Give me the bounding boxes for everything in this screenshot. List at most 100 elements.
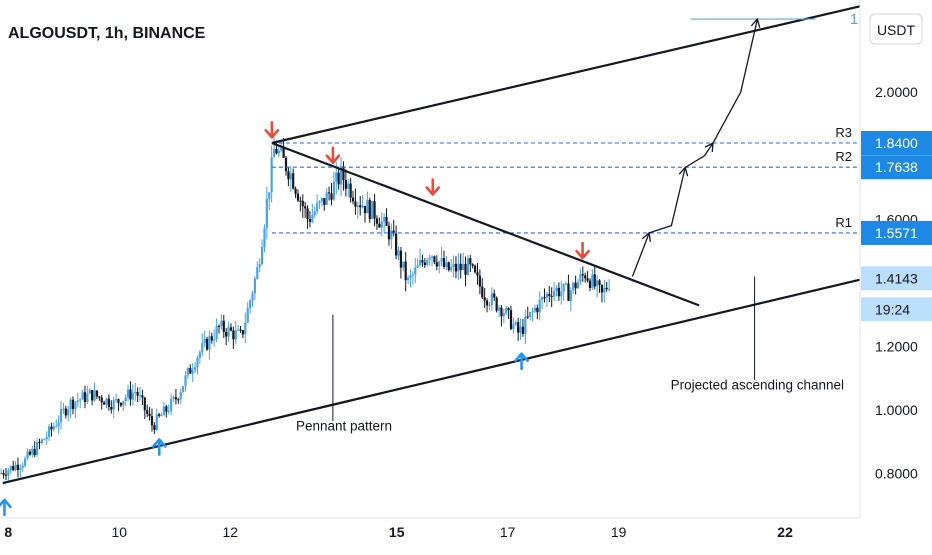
candle-body <box>366 200 369 214</box>
candle-body <box>260 246 264 265</box>
candle-body <box>43 439 46 441</box>
candle-body <box>162 406 166 416</box>
trendline-upper-channel <box>271 5 861 145</box>
candle-body <box>414 267 417 275</box>
candle-body <box>584 275 587 279</box>
trendlines-layer <box>2 5 861 485</box>
candle-body <box>93 390 96 401</box>
candle-body <box>167 411 170 413</box>
candle-body <box>426 259 429 266</box>
candle-body <box>299 200 302 202</box>
candle-body <box>318 201 321 204</box>
candle-body <box>119 402 122 406</box>
candle-body <box>574 282 577 289</box>
candle-body <box>395 233 398 256</box>
candle-body <box>311 215 314 222</box>
candle-body <box>184 375 187 387</box>
candle-body <box>62 408 65 410</box>
candle-body <box>476 272 479 276</box>
candle-body <box>138 395 142 397</box>
down-arrow-icon-0 <box>264 120 280 139</box>
candle-body <box>445 262 448 268</box>
scale-marker: 1 <box>850 11 858 28</box>
time-axis-ticks[interactable]: 8 10 12 15 17 19 22 <box>4 524 793 540</box>
candle-body <box>603 287 606 293</box>
candle-body <box>301 200 304 207</box>
candle-body <box>406 277 410 281</box>
candle-body <box>263 228 266 247</box>
candle-body <box>234 330 237 340</box>
currency-button-frame[interactable] <box>869 13 923 45</box>
candle-body <box>9 466 12 471</box>
candle-body <box>588 280 592 289</box>
level-label-r2: R2 <box>835 149 852 164</box>
candle-body <box>500 307 503 317</box>
candle-body <box>337 172 340 185</box>
candle-body <box>81 392 84 400</box>
candle-body <box>40 439 43 443</box>
candle-body <box>464 263 467 275</box>
candle-body <box>411 274 414 276</box>
candle-body <box>416 265 419 268</box>
candle-body <box>349 183 352 198</box>
candle-body <box>126 389 130 398</box>
currency-button-label[interactable]: USDT <box>877 22 916 38</box>
candle-body <box>172 397 175 399</box>
candle-body <box>239 329 242 331</box>
currency-button[interactable]: USDT <box>869 13 923 45</box>
candle-body <box>409 275 412 278</box>
candle-body <box>327 192 331 194</box>
candle-body <box>272 148 276 158</box>
candle-body <box>251 293 254 301</box>
candle-body <box>490 293 493 306</box>
level-badge-r3-text: 1.8400 <box>875 135 918 151</box>
last-price-badge-bg <box>861 266 932 291</box>
candle-body <box>2 473 5 475</box>
candle-body <box>397 250 400 256</box>
candle-body <box>402 261 405 268</box>
down-arrow-icon-0-head <box>264 128 280 139</box>
candle-body <box>325 192 328 205</box>
candle-body <box>351 197 355 202</box>
annotations-layer: Pennant pattern Projected ascending chann… <box>296 276 844 434</box>
candle-body <box>131 392 134 400</box>
candle-body <box>378 223 381 228</box>
candle-body <box>481 286 484 298</box>
candle-body <box>457 263 460 272</box>
candle-body <box>531 311 534 313</box>
candle-body <box>390 230 393 240</box>
candle-body <box>344 180 347 189</box>
candle-body <box>308 218 312 222</box>
candle-body <box>153 425 156 430</box>
candle-body <box>270 157 273 193</box>
candle-body <box>296 193 300 201</box>
candle-body <box>600 284 604 293</box>
candle-body <box>64 408 67 416</box>
candle-body <box>430 256 434 258</box>
time-tick-label: 19 <box>611 524 627 540</box>
level-badge-r1-bg <box>861 220 932 245</box>
candle-body <box>177 399 180 401</box>
candle-body <box>418 260 422 266</box>
candle-body <box>55 425 58 427</box>
candle-body <box>256 266 259 279</box>
candle-body <box>47 426 51 438</box>
candle-body <box>359 205 362 208</box>
candle-body <box>572 282 575 291</box>
candle-body <box>205 338 209 350</box>
last-price-badge-text: 1.4143 <box>875 270 918 286</box>
candle-body <box>521 326 525 334</box>
candle-body <box>306 208 309 219</box>
candle-body <box>383 216 386 222</box>
candle-body <box>562 283 565 292</box>
candle-body <box>294 188 297 194</box>
annotation-text-1: Projected ascending channel <box>671 377 844 392</box>
candle-body <box>227 327 230 337</box>
price-axis-panel[interactable] <box>860 0 932 518</box>
candle-body <box>165 406 168 412</box>
candle-body <box>50 426 53 430</box>
candle-body <box>550 296 553 298</box>
projection-arrowhead <box>641 231 652 242</box>
candle-body <box>459 263 462 271</box>
